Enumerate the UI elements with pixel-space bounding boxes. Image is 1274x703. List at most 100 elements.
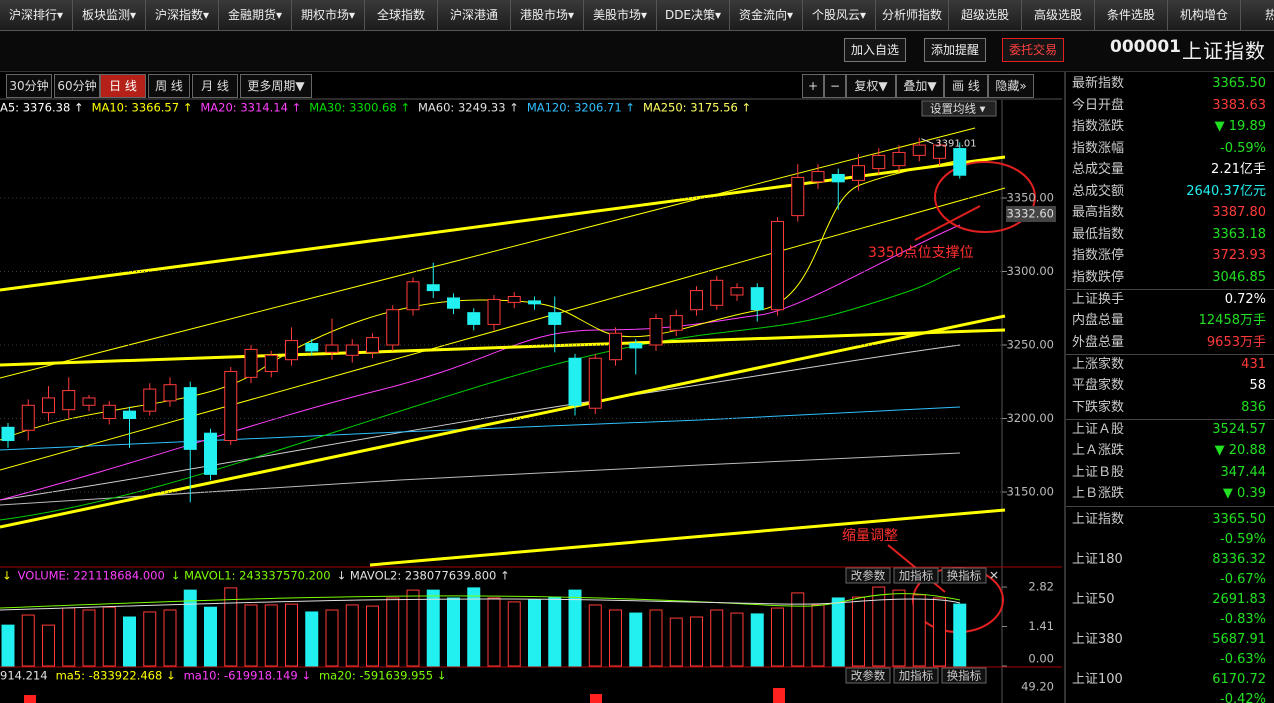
index-row: 上证100 6170.72 -0.42%	[1070, 669, 1268, 703]
menu-item[interactable]: 超级选股	[949, 0, 1022, 30]
quote-value: 9653万手	[1206, 334, 1266, 350]
period-tab[interactable]: 日 线	[100, 74, 146, 98]
header: 000001 上证指数 加入自选 添加提醒 委托交易	[0, 31, 1274, 72]
period-tab[interactable]: 更多周期▼	[240, 74, 312, 98]
menu-item[interactable]: 沪深排行▾	[0, 0, 73, 30]
panel-button-label[interactable]: 加指标	[899, 669, 934, 683]
volume-bar	[649, 609, 663, 667]
panel-button-label[interactable]: 换指标	[947, 569, 982, 583]
stock-name: 上证指数	[1182, 39, 1266, 63]
header-button[interactable]: 加入自选	[844, 38, 907, 62]
index-name: 上证100	[1072, 672, 1123, 687]
candle-body	[1, 426, 15, 442]
menu-item[interactable]: 沪深指数▾	[146, 0, 219, 30]
period-tab[interactable]: 月 线	[192, 74, 238, 98]
menu-item[interactable]: 条件选股	[1095, 0, 1168, 30]
candle-body	[528, 300, 541, 305]
panel-button[interactable]	[893, 667, 939, 684]
quote-panel: 最新指数 3365.50 今日开盘 3383.63 指数涨跌 ▼ 19.89 指数涨幅 -0.…	[1064, 71, 1274, 703]
volume-bar	[609, 609, 622, 667]
menu-item[interactable]: 高级选股	[1022, 0, 1095, 30]
quote-label: 平盘家数	[1072, 378, 1125, 393]
quote-value: 0.72%	[1224, 291, 1266, 307]
high-label: 3391.01	[935, 139, 976, 150]
panel-button-label[interactable]: 换指标	[947, 669, 982, 683]
tool-button[interactable]: 复权▼	[846, 74, 896, 98]
quote-label: 上涨家数	[1072, 356, 1125, 372]
menu-item[interactable]: 金融期货▾	[219, 0, 292, 30]
quote-label: 内盘总量	[1072, 313, 1125, 328]
candle-body	[244, 348, 258, 378]
quote-value: 3046.85	[1212, 269, 1266, 285]
menu-item[interactable]: 期权市场▾	[292, 0, 365, 30]
period-tab[interactable]: 周 线	[148, 74, 190, 98]
frame	[0, 98, 1062, 703]
indicator-axis-label: 49.20	[1021, 680, 1054, 694]
candle-body	[21, 404, 35, 431]
volume-bar	[183, 589, 197, 667]
menu-item[interactable]: 热点	[1241, 0, 1274, 30]
quote-row: 总成交额 2640.37亿元	[1070, 181, 1268, 202]
stock-code: 000001	[1110, 37, 1181, 57]
header-button[interactable]: 添加提醒	[924, 38, 987, 62]
panel-button-label[interactable]: 改参数	[851, 569, 886, 583]
period-tab[interactable]: 30分钟	[6, 74, 52, 98]
quote-value: 2.21亿手	[1211, 162, 1266, 177]
volume-bar	[528, 599, 541, 667]
candle-body	[102, 404, 116, 419]
menu-item[interactable]: 资金流向▾	[730, 0, 803, 30]
quote-row: 指数跌停 3046.85	[1070, 267, 1268, 288]
volume-bar	[811, 604, 825, 667]
cursor-price: 3332.60	[1006, 207, 1054, 221]
header-button[interactable]: 委托交易	[1002, 38, 1065, 62]
ma-settings-button[interactable]	[921, 100, 997, 117]
index-change: -0.67%	[1220, 572, 1266, 587]
candle-body	[669, 315, 683, 331]
annotation: 3350点位支撑位	[868, 245, 974, 261]
quote-value: 836	[1241, 399, 1266, 415]
menu-item[interactable]: 港股市场▾	[511, 0, 584, 30]
menu-item[interactable]: 个股风云▾	[803, 0, 876, 30]
menu-item[interactable]: DDE决策▾	[657, 0, 730, 30]
period-tab[interactable]: 60分钟	[54, 74, 100, 98]
volume-bar	[487, 597, 501, 667]
candle-body	[123, 410, 136, 419]
tool-button[interactable]: 隐藏»	[988, 74, 1034, 98]
menu-item[interactable]: 美股市场▾	[584, 0, 657, 30]
panel-button-label[interactable]: 加指标	[899, 569, 934, 583]
close-icon: ✕	[989, 569, 999, 583]
quote-row: 最低指数 3363.18	[1070, 224, 1268, 245]
panel-button[interactable]	[941, 567, 987, 584]
quote-value: 3387.80	[1212, 205, 1266, 220]
panel-button[interactable]	[845, 667, 891, 684]
menu-item[interactable]: 全球指数	[365, 0, 438, 30]
ma-settings-label[interactable]: 设置均线 ▾	[930, 102, 986, 116]
index-value: 2691.83	[1212, 592, 1266, 607]
candle-body	[406, 281, 420, 311]
menu-item[interactable]: 分析师指数	[876, 0, 949, 30]
quote-label: 指数跌停	[1072, 269, 1125, 285]
menu-item[interactable]: 机构增仓	[1168, 0, 1241, 30]
panel-button[interactable]	[893, 567, 939, 584]
panel-button[interactable]	[845, 567, 891, 584]
menu-item[interactable]: 板块监测▾	[73, 0, 146, 30]
tool-button[interactable]: +	[802, 74, 824, 98]
candle-body	[62, 390, 76, 411]
panel-button[interactable]	[941, 667, 987, 684]
candle-body	[912, 144, 926, 156]
candle-body	[487, 298, 501, 325]
candle-body	[183, 387, 197, 450]
candle-body	[852, 165, 865, 181]
volume-bar	[305, 611, 319, 667]
volume-bar	[82, 609, 96, 667]
separator	[1066, 354, 1274, 355]
menu-item[interactable]: 沪深港通	[438, 0, 511, 30]
candle-body	[204, 432, 217, 475]
panel-button-label[interactable]: 改参数	[851, 669, 886, 683]
tool-button[interactable]: 画 线	[944, 74, 988, 98]
candle-body	[447, 297, 460, 309]
quote-label: 外盘总量	[1072, 334, 1125, 350]
index-name: 上证指数	[1072, 512, 1125, 527]
tool-button[interactable]: 叠加▼	[896, 74, 944, 98]
tool-button[interactable]: −	[824, 74, 846, 98]
